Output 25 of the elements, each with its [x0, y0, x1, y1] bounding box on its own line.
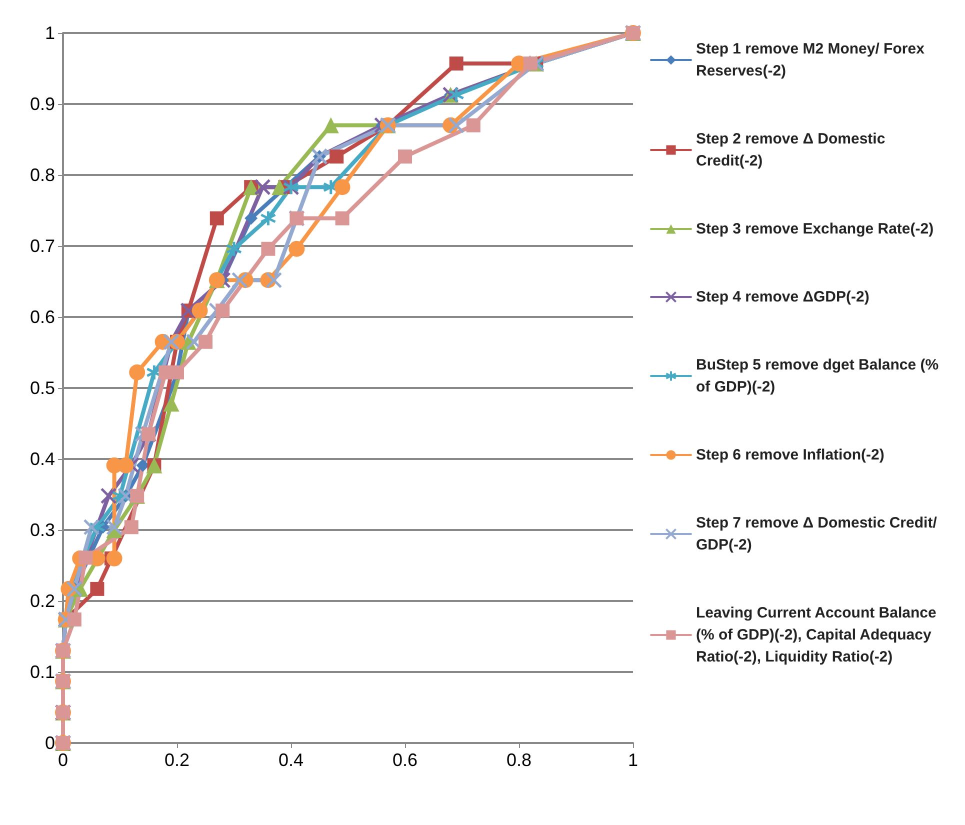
y-tick-label: 0.6	[30, 307, 55, 327]
legend-label: Step 6 remove Inflation(-2)	[696, 446, 884, 464]
x-tick-label: 0	[58, 750, 68, 770]
x-tick-label: 1	[628, 750, 638, 770]
y-tick-label: 0.4	[30, 449, 55, 469]
y-tick-label: 0.9	[30, 94, 55, 114]
y-tick-label: 0.8	[30, 165, 55, 185]
x-tick-label: 0.2	[164, 750, 190, 770]
y-tick-label: 1	[44, 23, 55, 43]
legend-label: Step 2 remove Δ Domestic Credit(-2)	[696, 130, 890, 170]
legend-label: Step 1 remove M2 Money/ Forex Reserves(-2)	[696, 40, 929, 80]
legend-label: BuStep 5 remove dget Balance (% of GDP)(-2)	[696, 356, 943, 396]
y-tick-label: 0.1	[30, 662, 55, 682]
y-tick-label: 0.7	[30, 236, 55, 256]
x-tick-label: 0.6	[392, 750, 418, 770]
x-tick-label: 0.4	[278, 750, 304, 770]
legend-label: Step 4 remove ΔGDP(-2)	[696, 288, 870, 306]
y-tick-label: 0.2	[30, 591, 55, 611]
y-tick-label: 0.3	[30, 520, 55, 540]
y-tick-label: 0	[44, 733, 55, 753]
x-tick-label: 0.8	[506, 750, 532, 770]
legend-label: Step 7 remove Δ Domestic Credit/ GDP(-2)	[696, 514, 942, 554]
y-tick-label: 0.5	[30, 378, 55, 398]
legend-label: Step 3 remove Exchange Rate(-2)	[696, 220, 934, 238]
legend-label: Leaving Current Account Balance (% of GDP)(-2), Capital Adequacy Ratio(-2), Liquidity Ratio(-2)	[696, 604, 940, 666]
